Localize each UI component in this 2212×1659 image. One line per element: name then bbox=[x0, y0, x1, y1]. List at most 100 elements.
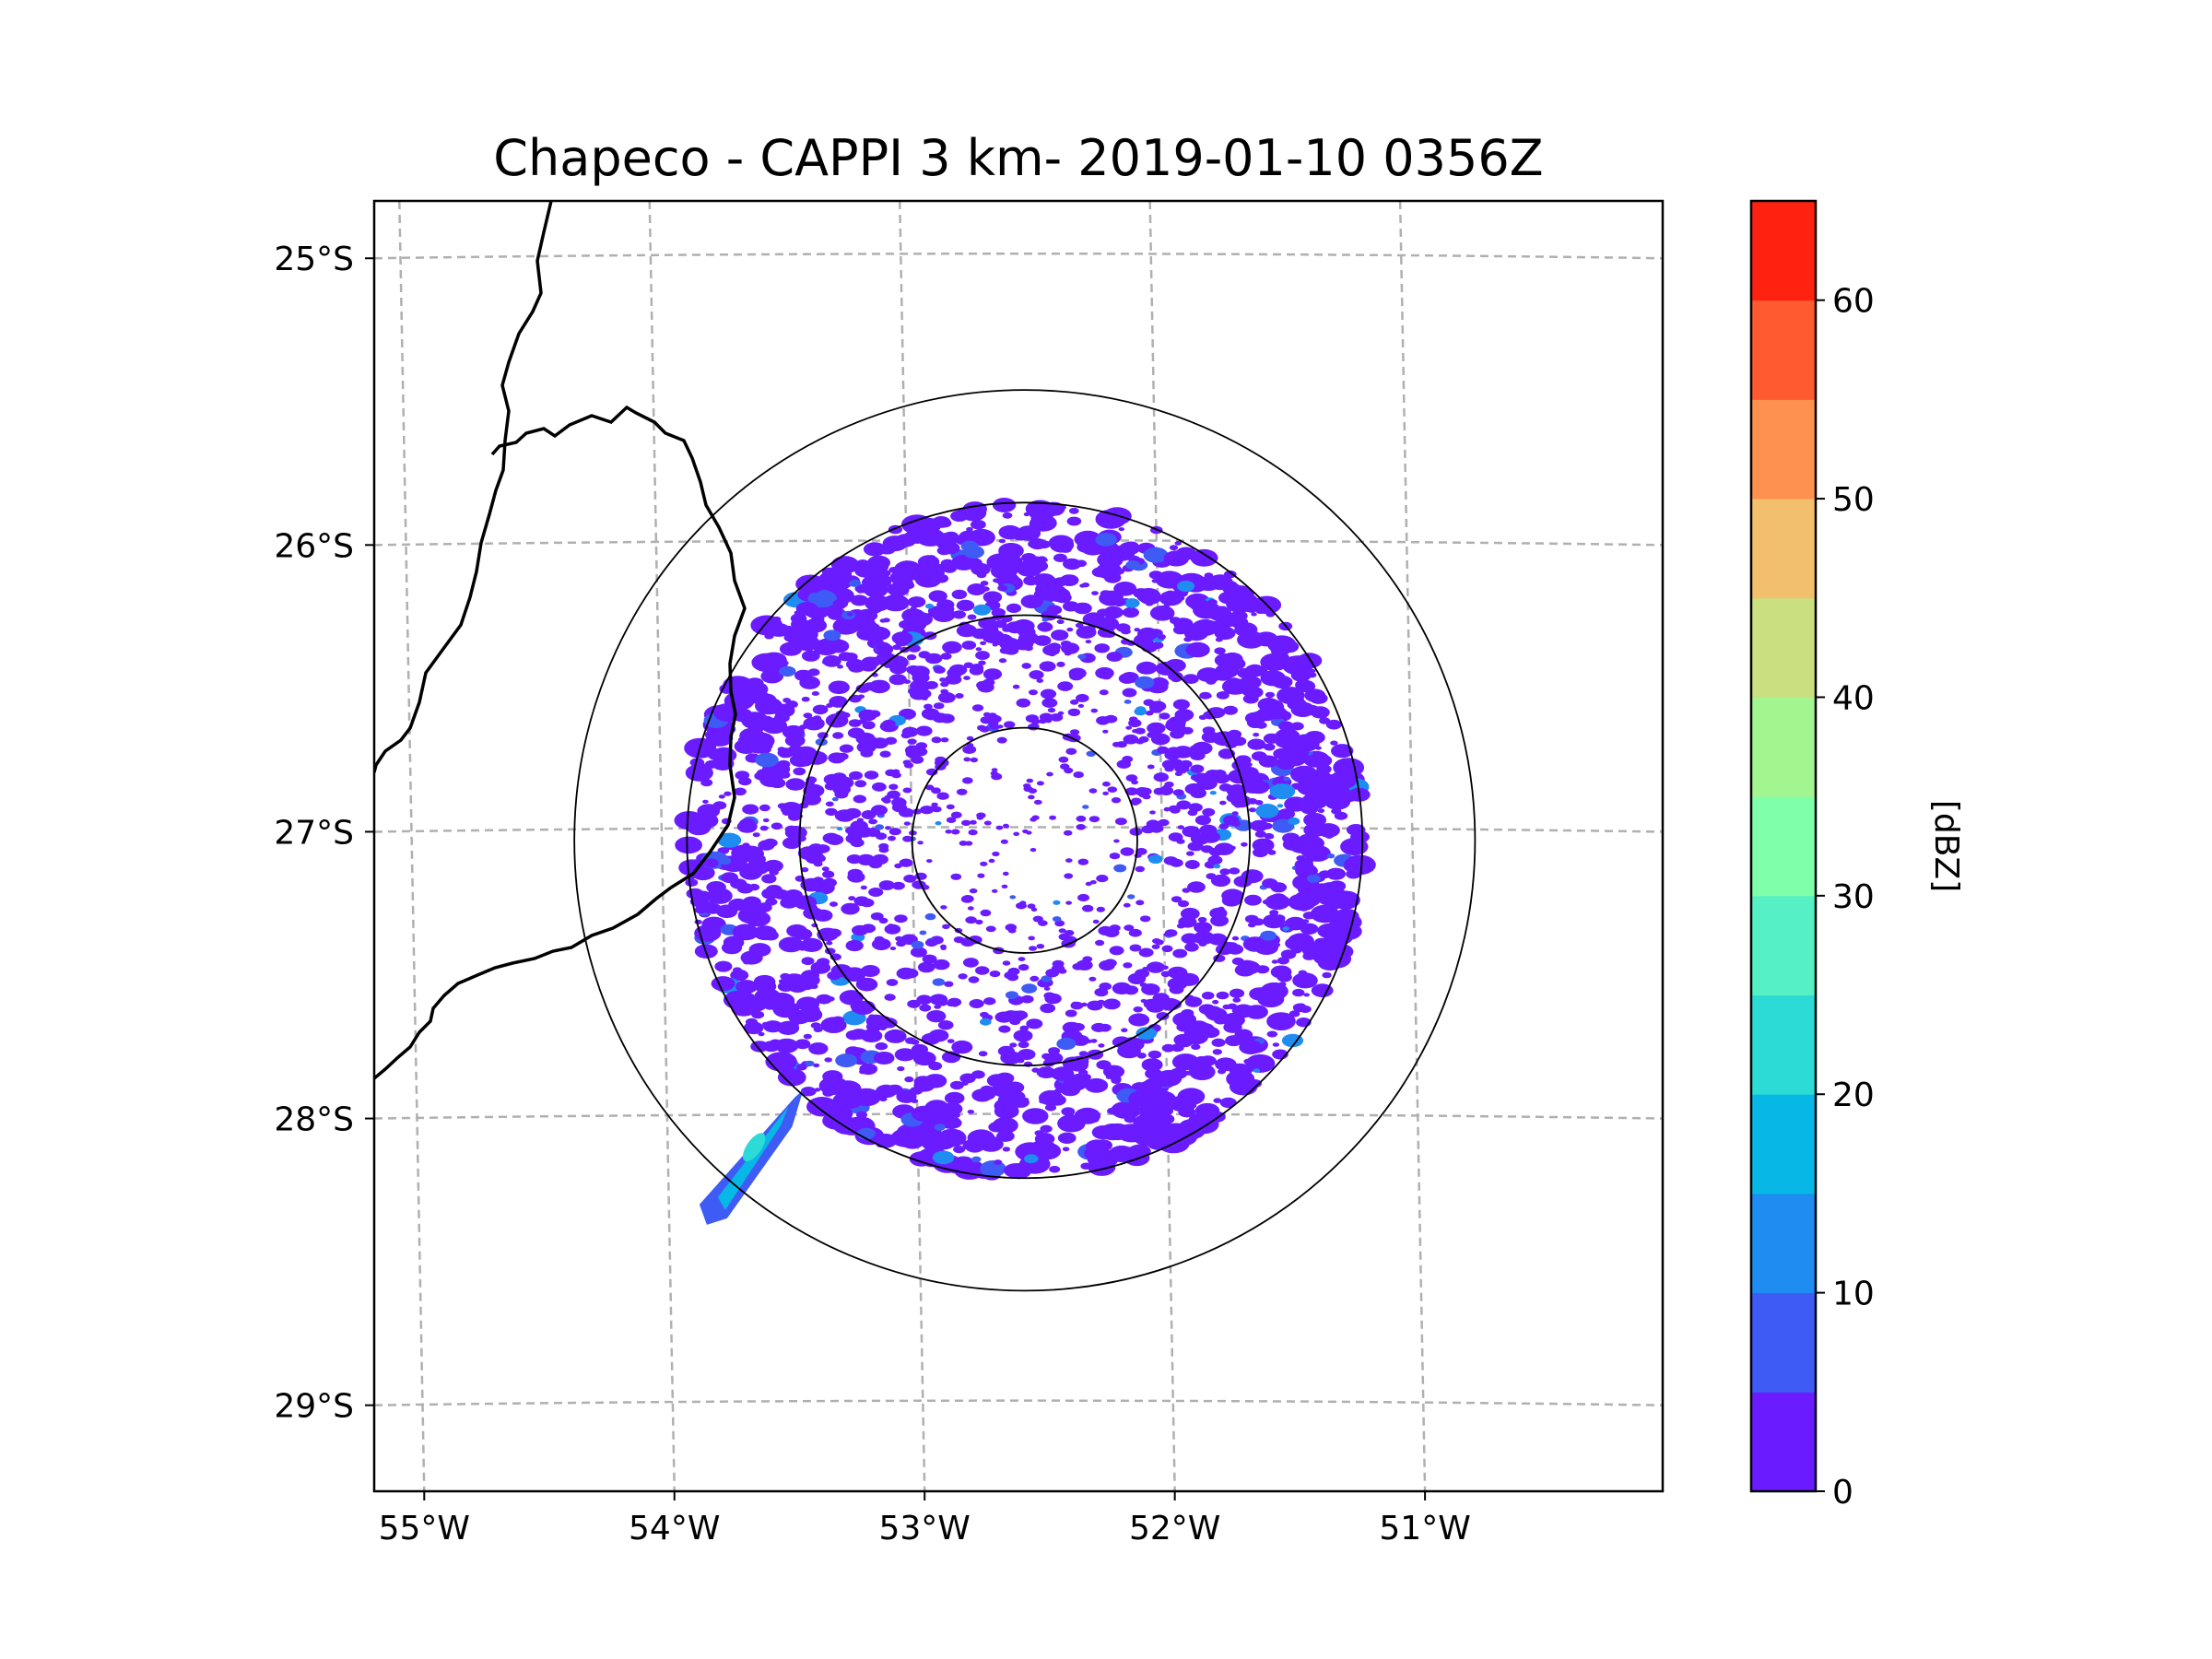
echo-speck bbox=[969, 888, 978, 894]
echo-speck bbox=[1118, 527, 1125, 532]
colorbar-label: [dBZ] bbox=[1927, 800, 1965, 892]
echo-speck bbox=[969, 666, 984, 676]
echo-speck bbox=[1077, 629, 1088, 636]
echo-speck bbox=[963, 757, 971, 762]
echo-speck bbox=[1183, 625, 1209, 641]
echo-speck bbox=[1142, 591, 1150, 596]
echo-speck bbox=[976, 571, 987, 579]
echo-speck bbox=[762, 818, 770, 823]
echo-speck bbox=[967, 614, 977, 620]
echo-speck bbox=[769, 869, 779, 876]
echo-speck bbox=[980, 909, 992, 917]
echo-speck bbox=[1133, 1126, 1164, 1147]
echo-speck bbox=[1124, 700, 1132, 704]
echo-speck bbox=[887, 790, 900, 799]
echo-speck bbox=[931, 802, 938, 807]
echo-speck bbox=[1049, 1165, 1061, 1173]
echo-speck bbox=[1218, 906, 1225, 912]
echo-speck bbox=[794, 895, 818, 910]
echo-speck bbox=[971, 520, 986, 530]
echo-speck bbox=[1189, 1064, 1216, 1081]
echo-speck bbox=[864, 771, 879, 780]
echo-speck bbox=[1265, 691, 1276, 699]
meridian-line bbox=[898, 201, 926, 1491]
echo-speck bbox=[1268, 637, 1284, 648]
echo-speck bbox=[1050, 713, 1064, 722]
colorbar-segment bbox=[1751, 994, 1816, 1095]
echo-speck bbox=[1218, 1068, 1226, 1075]
echo-speck bbox=[1096, 1060, 1112, 1070]
echo-speck bbox=[1331, 807, 1342, 815]
echo-speck bbox=[1163, 550, 1190, 567]
echo-speck bbox=[910, 606, 917, 611]
echo-speck bbox=[1169, 545, 1179, 551]
echo-speck bbox=[1089, 880, 1097, 885]
echo-speck bbox=[1264, 743, 1276, 751]
y-tick-label: 29°S bbox=[274, 1388, 354, 1426]
echo-speck bbox=[1045, 969, 1060, 978]
echo-speck bbox=[816, 994, 832, 1005]
echo-speck bbox=[885, 769, 897, 777]
echo-speck bbox=[1253, 715, 1266, 724]
echo-speck bbox=[1285, 936, 1306, 950]
echo-speck bbox=[851, 808, 858, 813]
echo-speck bbox=[858, 709, 877, 722]
echo-speck bbox=[1103, 572, 1122, 583]
echo-speck bbox=[1254, 830, 1266, 838]
echo-speck bbox=[1171, 896, 1182, 903]
echo-speck bbox=[1081, 582, 1090, 588]
echo-speck bbox=[1227, 729, 1242, 739]
echo-speck bbox=[924, 680, 938, 689]
echo-speck bbox=[839, 744, 854, 753]
echo-speck bbox=[882, 594, 910, 612]
echo-speck bbox=[1189, 598, 1209, 611]
echo-speck bbox=[760, 669, 783, 684]
echo-speck bbox=[800, 937, 823, 952]
echo-speck bbox=[1022, 1108, 1049, 1124]
echo-speck bbox=[985, 925, 996, 933]
echo-speck bbox=[939, 677, 947, 682]
echo-speck bbox=[1125, 774, 1138, 782]
echo-speck bbox=[1077, 893, 1089, 902]
echo-speck bbox=[675, 836, 702, 854]
echo-speck bbox=[859, 1069, 867, 1075]
echo-speck bbox=[892, 644, 901, 651]
parallel-line bbox=[374, 1112, 1663, 1120]
echo-speck bbox=[1065, 900, 1072, 905]
echo-speck bbox=[897, 1065, 905, 1072]
echo-speck bbox=[1138, 735, 1149, 743]
echo-speck bbox=[1028, 935, 1035, 941]
echo-speck bbox=[1231, 736, 1247, 747]
echo-speck bbox=[1028, 539, 1040, 547]
echo-speck bbox=[1030, 975, 1040, 982]
echo-speck bbox=[1241, 869, 1264, 884]
echo-speck bbox=[861, 924, 877, 934]
echo-speck bbox=[1087, 1000, 1103, 1011]
echo-speck bbox=[755, 697, 782, 715]
echo-speck bbox=[1139, 982, 1147, 988]
echo-speck bbox=[940, 944, 947, 949]
echo-speck bbox=[1135, 706, 1147, 713]
echo-speck bbox=[1157, 746, 1170, 754]
echo-speck bbox=[1095, 939, 1105, 947]
echo-speck bbox=[893, 656, 903, 663]
echo-speck bbox=[961, 819, 971, 826]
colorbar-segment bbox=[1751, 1094, 1816, 1194]
echo-speck bbox=[988, 712, 997, 718]
echo-speck bbox=[1146, 961, 1165, 973]
echo-speck bbox=[940, 653, 952, 660]
echo-speck bbox=[1018, 957, 1026, 961]
echo-speck bbox=[1277, 721, 1294, 731]
echo-speck bbox=[978, 617, 997, 629]
echo-speck bbox=[1229, 1063, 1251, 1077]
echo-speck bbox=[964, 841, 973, 846]
echo-speck bbox=[800, 1087, 817, 1097]
echo-speck bbox=[1103, 629, 1116, 639]
echo-speck bbox=[1331, 744, 1354, 759]
echo-speck bbox=[832, 598, 849, 609]
echo-speck bbox=[865, 1021, 883, 1032]
echo-speck bbox=[962, 958, 979, 968]
echo-speck bbox=[1107, 786, 1118, 793]
echo-speck bbox=[1264, 832, 1275, 840]
